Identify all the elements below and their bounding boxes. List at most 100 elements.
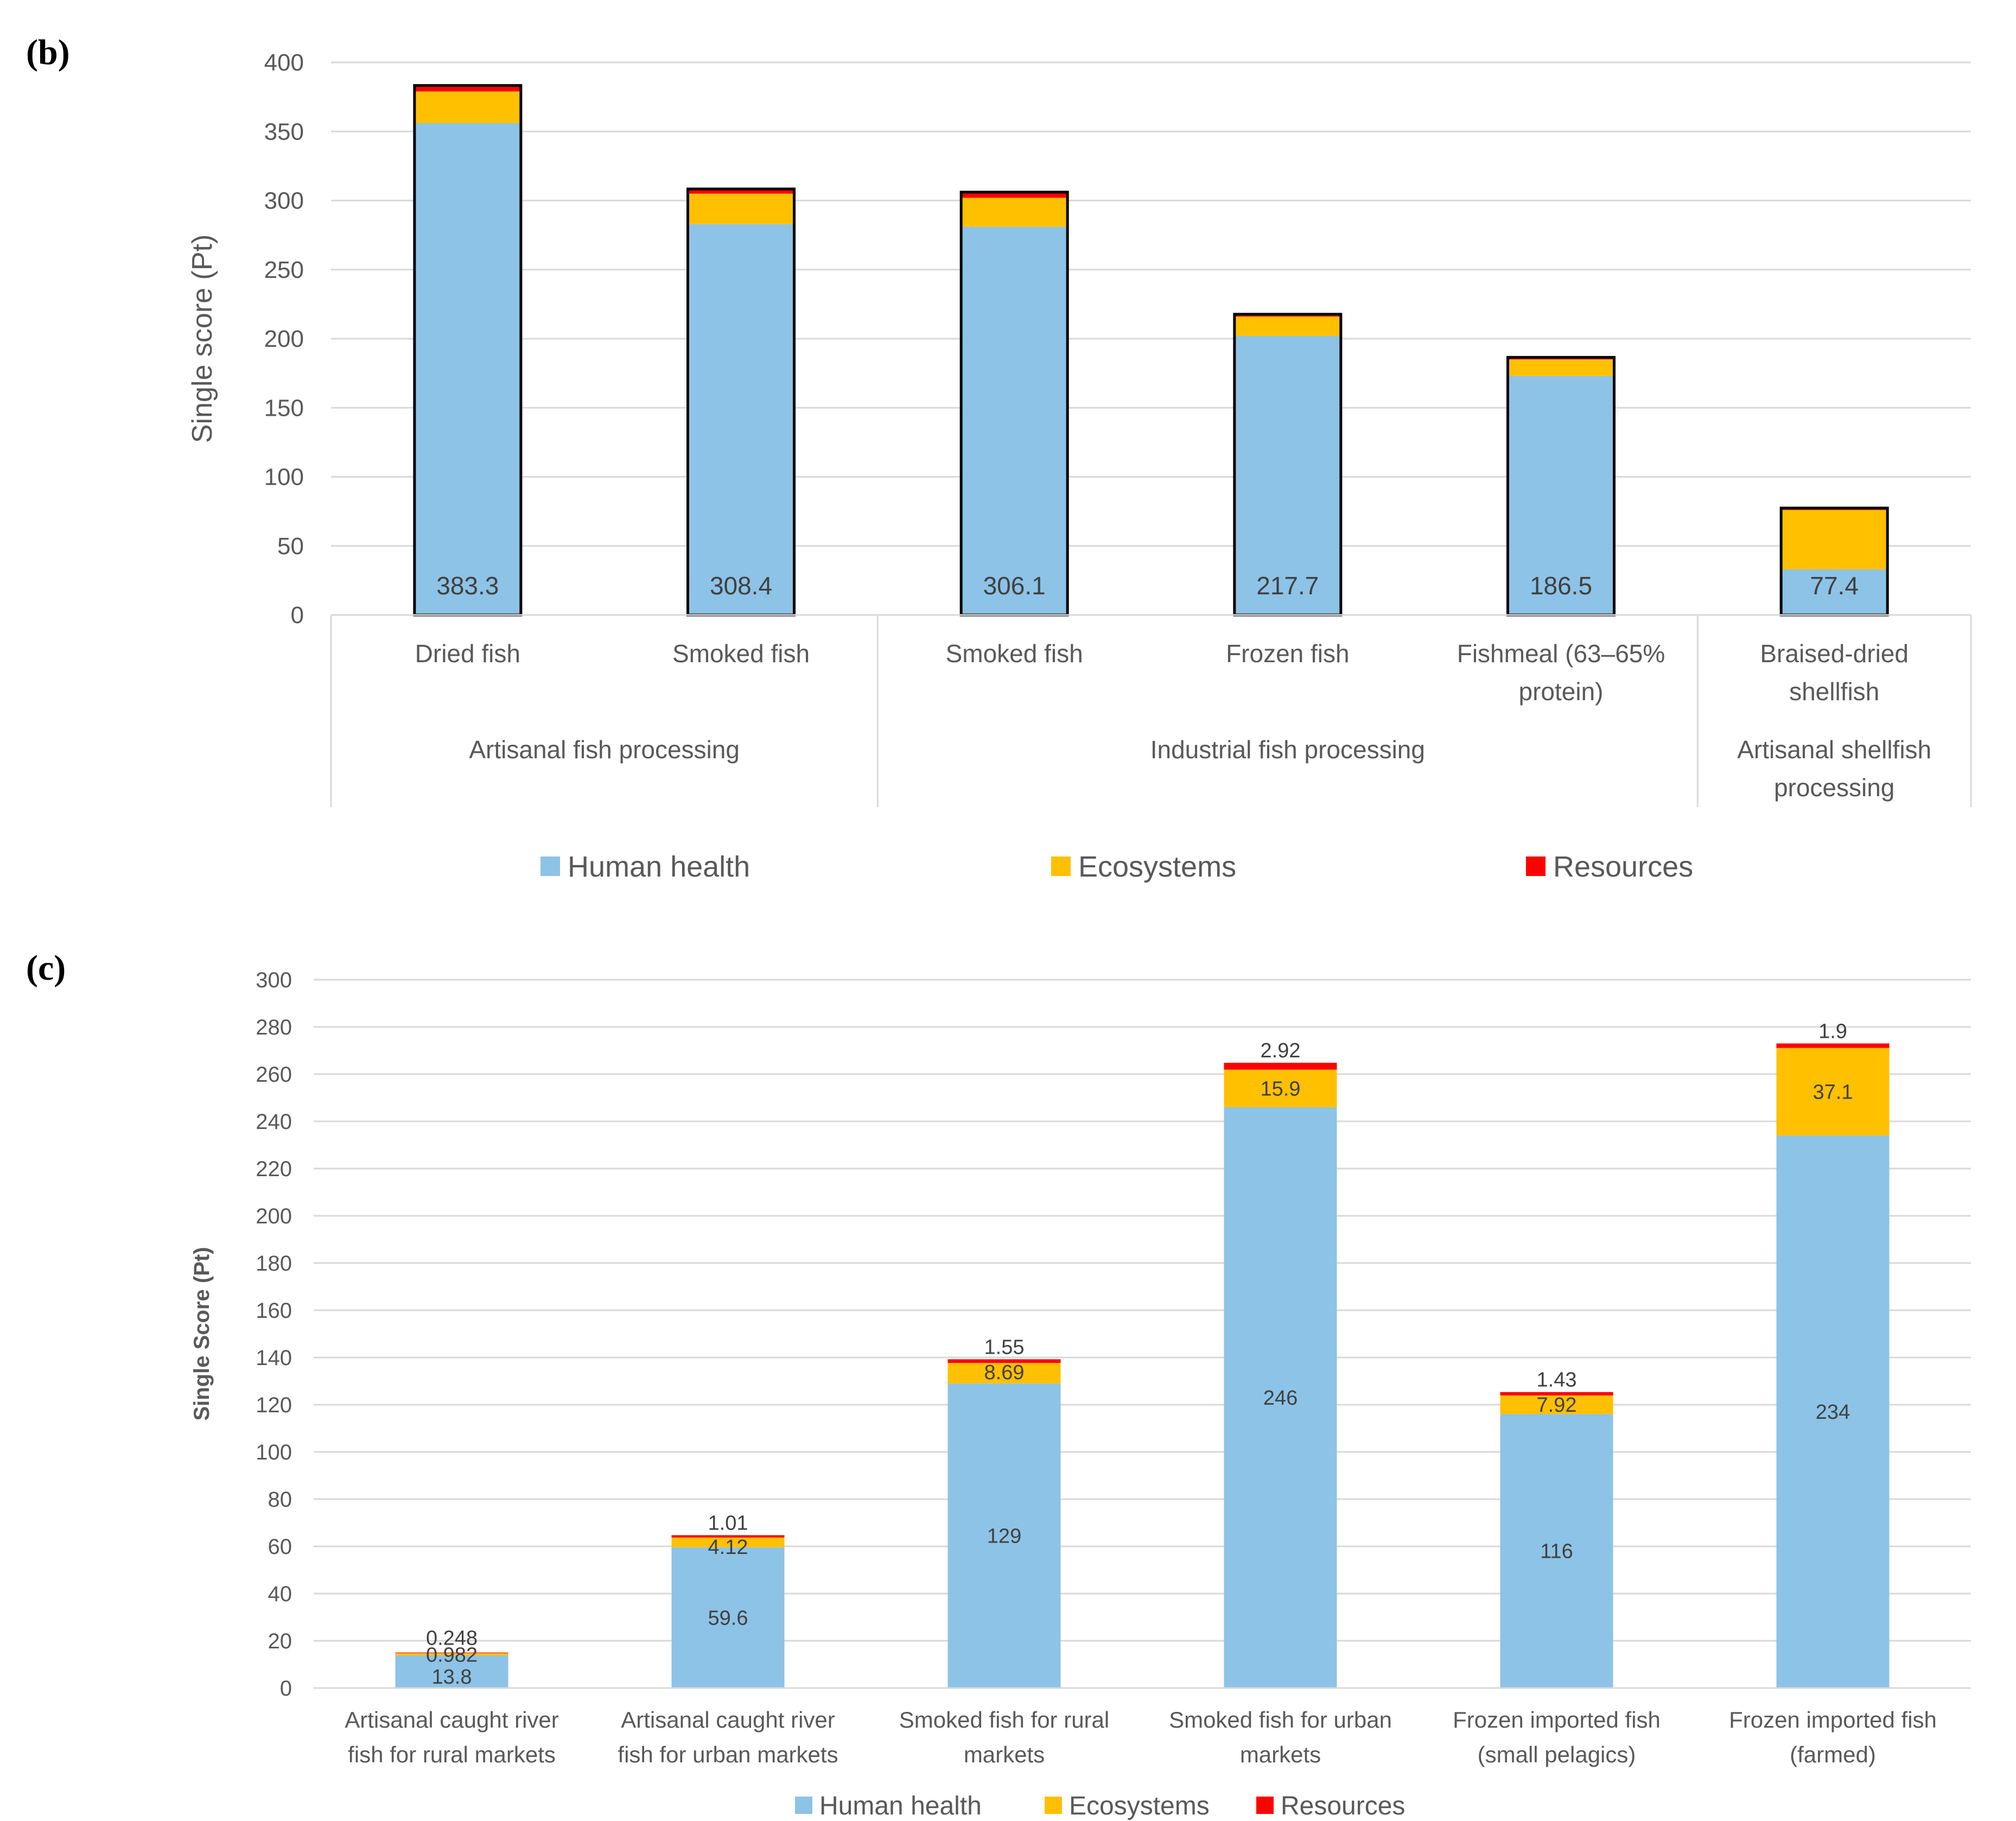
x-tick-label: shellfish xyxy=(1789,677,1879,706)
legend-swatch-ecosystems xyxy=(1051,856,1071,876)
bar-human-health xyxy=(1500,1414,1613,1688)
y-tick-label: 0 xyxy=(280,1677,292,1701)
legend-swatch-human-health xyxy=(540,856,560,876)
legend-label: Human health xyxy=(819,1792,982,1820)
bar-resources xyxy=(671,1535,785,1538)
y-tick-label: 50 xyxy=(277,533,304,560)
x-tick-label: fish for rural markets xyxy=(348,1742,556,1767)
chart-b: 0 50 100 150 200 250 300 350 400 Single score (Pt… xyxy=(187,49,1972,883)
data-label-human-health: 13.8 xyxy=(432,1666,472,1689)
bar-human-health xyxy=(1781,569,1888,615)
bar-human-health xyxy=(947,1383,1061,1688)
legend-swatch-ecosystems xyxy=(1045,1797,1062,1814)
y-tick-label: 140 xyxy=(256,1346,292,1370)
total-label: 217.7 xyxy=(1256,572,1319,600)
group-label: processing xyxy=(1774,773,1894,802)
y-tick-label: 80 xyxy=(268,1488,292,1512)
data-label-resources: 1.9 xyxy=(1818,1020,1847,1043)
bar-ecosystems xyxy=(671,1537,785,1547)
bar-ecosystems xyxy=(1508,359,1614,376)
panel-b-label: (b) xyxy=(26,33,70,72)
bar-resources xyxy=(1776,1043,1890,1048)
data-label-resources: 1.55 xyxy=(984,1336,1025,1359)
bar-ecosystems xyxy=(1781,510,1888,570)
x-tick-label: Dried fish xyxy=(415,639,520,668)
bar-human-health xyxy=(671,1547,785,1688)
legend-swatch-resources xyxy=(1526,856,1546,876)
bar-ecosystems xyxy=(1500,1395,1613,1414)
total-label: 308.4 xyxy=(710,572,772,600)
panel-c-label: (c) xyxy=(26,948,66,988)
x-tick-label: Artisanal caught river xyxy=(345,1707,559,1733)
y-tick-label: 280 xyxy=(256,1016,292,1039)
bar-resources xyxy=(947,1359,1061,1363)
y-axis-title: Single Score (Pt) xyxy=(190,1247,214,1420)
data-label-human-health: 59.6 xyxy=(708,1607,748,1629)
bar-ecosystems xyxy=(961,198,1068,227)
y-tick-label: 100 xyxy=(256,1441,292,1464)
bar-human-health xyxy=(1508,376,1614,615)
y-tick-label: 250 xyxy=(264,257,304,283)
y-tick-label: 400 xyxy=(264,49,304,76)
bar-ecosystems xyxy=(395,1653,508,1655)
bar-human-health xyxy=(1234,335,1341,615)
y-tick-label: 20 xyxy=(268,1629,292,1653)
y-tick-label: 300 xyxy=(256,968,292,992)
bar-human-health xyxy=(688,224,794,615)
data-label-human-health: 246 xyxy=(1263,1387,1298,1410)
data-label-ecosystems: 0.982 xyxy=(426,1644,478,1667)
legend-label: Resources xyxy=(1553,851,1693,883)
bar-ecosystems xyxy=(414,91,521,123)
y-tick-label: 40 xyxy=(268,1582,292,1606)
y-tick-label: 60 xyxy=(268,1535,292,1559)
bar-resources xyxy=(961,192,1068,198)
x-tick-label: (farmed) xyxy=(1790,1742,1876,1767)
data-label-resources: 0.248 xyxy=(426,1627,478,1650)
data-label-human-health: 234 xyxy=(1816,1401,1850,1424)
y-tick-label: 350 xyxy=(264,118,304,145)
data-label-ecosystems: 37.1 xyxy=(1813,1081,1853,1103)
bar-resources xyxy=(1500,1392,1613,1395)
data-label-human-health: 116 xyxy=(1540,1540,1573,1563)
x-tick-label: Braised-dried xyxy=(1760,639,1909,668)
y-tick-label: 100 xyxy=(264,464,304,491)
bar-ecosystems xyxy=(688,193,794,224)
total-label: 186.5 xyxy=(1530,572,1592,600)
y-tick-label: 200 xyxy=(256,1204,292,1228)
legend-label: Ecosystems xyxy=(1078,851,1236,883)
group-label: Artisanal fish processing xyxy=(469,735,740,764)
x-tick-label: Frozen fish xyxy=(1226,639,1350,668)
y-tick-label: 220 xyxy=(256,1157,292,1181)
x-tick-label: fish for urban markets xyxy=(618,1742,838,1767)
x-tick-label: markets xyxy=(964,1742,1045,1767)
legend-label: Resources xyxy=(1281,1792,1405,1820)
x-tick-label: markets xyxy=(1240,1742,1321,1767)
y-tick-label: 150 xyxy=(264,395,304,421)
data-label-ecosystems: 8.69 xyxy=(984,1361,1025,1384)
data-label-resources: 1.43 xyxy=(1537,1369,1577,1392)
total-label: 383.3 xyxy=(436,572,499,600)
y-tick-label: 200 xyxy=(264,326,304,352)
data-label-ecosystems: 4.12 xyxy=(708,1536,748,1559)
bar-human-health xyxy=(961,226,1068,616)
x-tick-label: Smoked fish xyxy=(672,639,810,668)
x-tick-label: Smoked fish for rural xyxy=(899,1707,1109,1733)
bar-ecosystems xyxy=(947,1363,1061,1384)
bar-resources xyxy=(414,85,521,92)
bar-human-health xyxy=(1224,1107,1337,1688)
data-label-ecosystems: 15.9 xyxy=(1261,1077,1301,1100)
x-tick-label: Frozen imported fish xyxy=(1453,1707,1661,1733)
group-label: Artisanal shellfish xyxy=(1737,735,1931,764)
bar-ecosystems xyxy=(1776,1048,1890,1136)
total-label: 77.4 xyxy=(1810,572,1859,600)
x-tick-label: Artisanal caught river xyxy=(621,1707,835,1733)
legend-label: Human health xyxy=(568,851,750,883)
bar-ecosystems xyxy=(1234,316,1341,336)
data-label-resources: 1.01 xyxy=(708,1512,748,1534)
y-axis-title: Single score (Pt) xyxy=(187,234,218,443)
x-tick-label: Smoked fish for urban xyxy=(1169,1707,1392,1733)
x-tick-label: (small pelagics) xyxy=(1478,1742,1636,1767)
y-tick-label: 240 xyxy=(256,1110,292,1134)
y-tick-label: 120 xyxy=(256,1393,292,1417)
y-tick-label: 300 xyxy=(264,188,304,214)
